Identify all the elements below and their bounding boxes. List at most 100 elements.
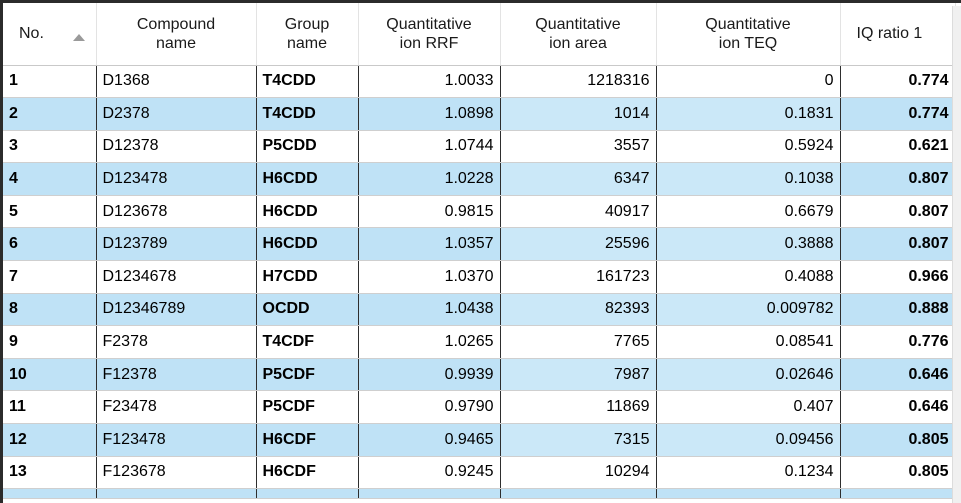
column-header-compound-name[interactable]: Compound name bbox=[96, 3, 257, 66]
table-row[interactable]: 12 F123478 H6CDF 0.9465 7315 0.09456 0.805 bbox=[3, 423, 956, 457]
cell-quantitative-ion-teq[interactable]: 0.6679 bbox=[656, 195, 841, 229]
table-row[interactable]: 4 D123478 H6CDD 1.0228 6347 0.1038 0.807 bbox=[3, 162, 956, 196]
column-header-quantitative-ion-area[interactable]: Quantitative ion area bbox=[500, 3, 657, 66]
cell-group-name[interactable]: P5CDF bbox=[256, 390, 359, 425]
cell-no[interactable]: 8 bbox=[3, 293, 97, 327]
table-row[interactable]: 3 D12378 P5CDD 1.0744 3557 0.5924 0.621 bbox=[3, 130, 956, 164]
cell-iq-ratio-1[interactable]: 0.805 bbox=[840, 423, 956, 457]
cell-compound-name[interactable]: D2378 bbox=[96, 97, 257, 131]
cell-no[interactable]: 4 bbox=[3, 162, 97, 196]
cell-compound-name[interactable]: D12346789 bbox=[96, 293, 257, 327]
cell-quantitative-ion-area[interactable]: 3557 bbox=[500, 130, 657, 164]
cell-quantitative-ion-area[interactable]: 1014 bbox=[500, 97, 657, 131]
cell-group-name[interactable]: OCDD bbox=[256, 293, 359, 327]
cell-iq-ratio-1[interactable]: 0.805 bbox=[840, 456, 956, 490]
cell-quantitative-ion-teq[interactable]: 0.1038 bbox=[656, 162, 841, 196]
cell-quantitative-ion-teq[interactable]: 0.3888 bbox=[656, 227, 841, 262]
cell-quantitative-ion-teq[interactable]: 0.4088 bbox=[656, 260, 841, 294]
cell-no[interactable]: 6 bbox=[3, 227, 97, 262]
cell-group-name[interactable]: T4CDD bbox=[256, 65, 359, 99]
cell-no[interactable]: 12 bbox=[3, 423, 97, 457]
cell-group-name[interactable]: H6CDD bbox=[256, 195, 359, 229]
cell-quantitative-ion-teq[interactable]: 0.407 bbox=[656, 390, 841, 425]
cell-compound-name[interactable]: D123478 bbox=[96, 162, 257, 196]
cell-group-name[interactable]: H6CDF bbox=[256, 423, 359, 457]
vertical-scrollbar[interactable] bbox=[952, 6, 961, 503]
cell-compound-name[interactable]: D1368 bbox=[96, 65, 257, 99]
cell-quantitative-ion-rrf[interactable]: 0.9465 bbox=[358, 423, 501, 457]
cell-compound-name[interactable]: D1234678 bbox=[96, 260, 257, 294]
cell-quantitative-ion-area[interactable]: 25596 bbox=[500, 227, 657, 262]
table-row[interactable]: 11 F23478 P5CDF 0.9790 11869 0.407 0.646 bbox=[3, 390, 956, 425]
cell-group-name[interactable]: H6CDD bbox=[256, 162, 359, 196]
cell-quantitative-ion-teq[interactable]: 0.5924 bbox=[656, 130, 841, 164]
cell-compound-name[interactable]: D123789 bbox=[96, 227, 257, 262]
table-row[interactable]: 1 D1368 T4CDD 1.0033 1218316 0 0.774 bbox=[3, 65, 956, 99]
cell-group-name[interactable]: T4CDD bbox=[256, 97, 359, 131]
cell-group-name[interactable]: H6CDD bbox=[256, 227, 359, 262]
cell-no[interactable]: 2 bbox=[3, 97, 97, 131]
cell-quantitative-ion-rrf[interactable]: 0.9815 bbox=[358, 195, 501, 229]
cell-quantitative-ion-teq[interactable]: 0.09456 bbox=[656, 423, 841, 457]
cell-quantitative-ion-rrf[interactable]: 0.9245 bbox=[358, 456, 501, 490]
cell-no[interactable]: 13 bbox=[3, 456, 97, 490]
cell-quantitative-ion-area[interactable]: 40917 bbox=[500, 195, 657, 229]
column-header-quantitative-ion-rrf[interactable]: Quantitative ion RRF bbox=[358, 3, 501, 66]
cell-group-name[interactable]: P5CDD bbox=[256, 130, 359, 164]
cell-iq-ratio-1[interactable]: 0.774 bbox=[840, 97, 956, 131]
cell-quantitative-ion-rrf[interactable]: 1.0228 bbox=[358, 162, 501, 196]
cell-compound-name[interactable]: D123678 bbox=[96, 195, 257, 229]
table-row[interactable]: 8 D12346789 OCDD 1.0438 82393 0.009782 0.888 bbox=[3, 293, 956, 327]
cell-compound-name[interactable]: D12378 bbox=[96, 130, 257, 164]
cell-iq-ratio-1[interactable]: 0.807 bbox=[840, 227, 956, 262]
cell-iq-ratio-1[interactable]: 0.776 bbox=[840, 325, 956, 359]
cell-quantitative-ion-rrf[interactable]: 1.0370 bbox=[358, 260, 501, 294]
cell-compound-name[interactable]: F123678 bbox=[96, 456, 257, 490]
cell-quantitative-ion-area[interactable]: 161723 bbox=[500, 260, 657, 294]
table-row[interactable]: 6 D123789 H6CDD 1.0357 25596 0.3888 0.807 bbox=[3, 227, 956, 262]
cell-no[interactable]: 5 bbox=[3, 195, 97, 229]
cell-iq-ratio-1[interactable]: 0.888 bbox=[840, 293, 956, 327]
cell-quantitative-ion-teq[interactable]: 0 bbox=[656, 65, 841, 99]
cell-quantitative-ion-rrf[interactable]: 1.0033 bbox=[358, 65, 501, 99]
cell-quantitative-ion-rrf[interactable]: 0.9790 bbox=[358, 390, 501, 425]
cell-no[interactable]: 10 bbox=[3, 358, 97, 392]
cell-quantitative-ion-area[interactable]: 7765 bbox=[500, 325, 657, 359]
cell-quantitative-ion-area[interactable]: 1218316 bbox=[500, 65, 657, 99]
cell-group-name[interactable]: P5CDF bbox=[256, 358, 359, 392]
cell-iq-ratio-1[interactable]: 0.646 bbox=[840, 390, 956, 425]
cell-iq-ratio-1[interactable]: 0.774 bbox=[840, 65, 956, 99]
column-header-quantitative-ion-teq[interactable]: Quantitative ion TEQ bbox=[656, 3, 841, 66]
cell-quantitative-ion-area[interactable]: 7987 bbox=[500, 358, 657, 392]
cell-no[interactable]: 11 bbox=[3, 390, 97, 425]
cell-group-name[interactable]: H6CDF bbox=[256, 456, 359, 490]
cell-quantitative-ion-teq[interactable]: 0.1831 bbox=[656, 97, 841, 131]
table-row[interactable]: 13 F123678 H6CDF 0.9245 10294 0.1234 0.805 bbox=[3, 456, 956, 490]
table-row[interactable]: 10 F12378 P5CDF 0.9939 7987 0.02646 0.646 bbox=[3, 358, 956, 392]
cell-no[interactable]: 3 bbox=[3, 130, 97, 164]
cell-quantitative-ion-rrf[interactable]: 1.0898 bbox=[358, 97, 501, 131]
cell-iq-ratio-1[interactable]: 0.966 bbox=[840, 260, 956, 294]
column-header-no[interactable]: No. bbox=[3, 3, 97, 66]
cell-compound-name[interactable]: F123478 bbox=[96, 423, 257, 457]
cell-quantitative-ion-rrf[interactable]: 1.0265 bbox=[358, 325, 501, 359]
cell-no[interactable]: 1 bbox=[3, 65, 97, 99]
cell-iq-ratio-1[interactable]: 0.807 bbox=[840, 195, 956, 229]
cell-no[interactable]: 9 bbox=[3, 325, 97, 359]
cell-iq-ratio-1[interactable]: 0.646 bbox=[840, 358, 956, 392]
column-header-iq-ratio-1[interactable]: IQ ratio 1 bbox=[840, 3, 956, 66]
cell-no[interactable]: 7 bbox=[3, 260, 97, 294]
table-row[interactable]: 2 D2378 T4CDD 1.0898 1014 0.1831 0.774 bbox=[3, 97, 956, 131]
column-header-group-name[interactable]: Group name bbox=[256, 3, 359, 66]
cell-quantitative-ion-area[interactable]: 6347 bbox=[500, 162, 657, 196]
cell-iq-ratio-1[interactable]: 0.807 bbox=[840, 162, 956, 196]
table-row[interactable]: 5 D123678 H6CDD 0.9815 40917 0.6679 0.807 bbox=[3, 195, 956, 229]
cell-quantitative-ion-area[interactable]: 11869 bbox=[500, 390, 657, 425]
cell-quantitative-ion-rrf[interactable]: 1.0744 bbox=[358, 130, 501, 164]
cell-quantitative-ion-area[interactable]: 7315 bbox=[500, 423, 657, 457]
cell-group-name[interactable]: T4CDF bbox=[256, 325, 359, 359]
cell-quantitative-ion-teq[interactable]: 0.1234 bbox=[656, 456, 841, 490]
cell-compound-name[interactable]: F12378 bbox=[96, 358, 257, 392]
table-row[interactable]: 7 D1234678 H7CDD 1.0370 161723 0.4088 0.966 bbox=[3, 260, 956, 294]
cell-quantitative-ion-teq[interactable]: 0.02646 bbox=[656, 358, 841, 392]
